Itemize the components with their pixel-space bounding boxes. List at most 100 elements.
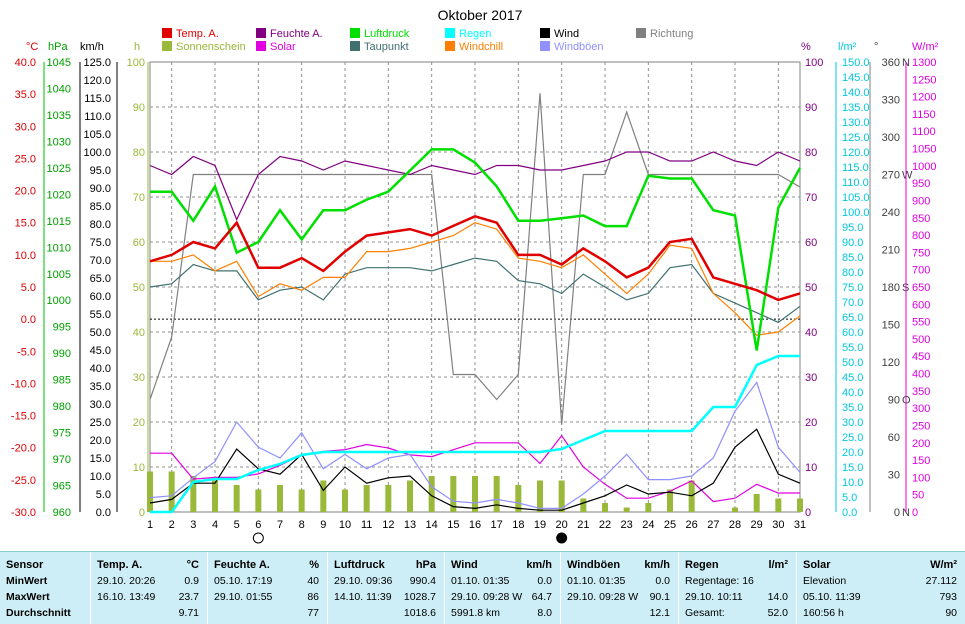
x-tick-label: 12 [382, 519, 394, 531]
legend-label: Luftdruck [364, 28, 410, 40]
deg-axis-tick-label: 300 [882, 132, 900, 144]
stats-header: Temp. A. [97, 559, 143, 571]
sunshine-bar [602, 503, 608, 512]
stats-panel: Sensor MinWert MaxWert Durchschnitt Temp. A.… [0, 551, 965, 624]
axis-unit-label: l/m² [838, 41, 857, 53]
solar-axis-tick-label: 0 [912, 507, 918, 519]
temp-axis-tick-label: 0.0 [21, 314, 36, 326]
kmh-axis-tick-label: 90.0 [90, 183, 111, 195]
deg-axis-tick-label: 210 [882, 245, 900, 257]
solar-axis-tick-label: 150 [912, 455, 930, 467]
legend-label: Richtung [650, 28, 693, 40]
sunshine-bar [753, 494, 760, 512]
kmh-axis-tick-label: 35.0 [90, 381, 111, 393]
rain-axis-tick-label: 100.0 [842, 207, 870, 219]
stats-cell-value: 90.1 [649, 591, 670, 603]
legend-label: Solar [270, 41, 296, 53]
rain-axis-tick-label: 15.0 [842, 462, 863, 474]
legend-label: Taupunkt [364, 41, 409, 53]
sunshine-bar [580, 498, 587, 512]
deg-axis-tick-label: 30 [888, 470, 900, 482]
stats-cell-value: 77 [307, 607, 319, 619]
kmh-axis-tick-label: 75.0 [90, 237, 111, 249]
x-tick-label: 27 [707, 519, 719, 531]
solar-axis-tick-label: 1100 [912, 126, 936, 138]
sunshine-bar [342, 489, 348, 512]
x-tick-label: 25 [664, 519, 676, 531]
x-tick-label: 10 [339, 519, 351, 531]
kmh-axis-tick-label: 5.0 [96, 489, 111, 501]
kmh-axis-tick-label: 65.0 [90, 273, 111, 285]
h-axis-tick-label: 10 [133, 462, 145, 474]
solar-axis-tick-label: 1150 [912, 109, 936, 121]
x-tick-label: 21 [577, 519, 589, 531]
sunshine-bar [212, 480, 218, 512]
hpa-axis-tick-label: 985 [53, 375, 71, 387]
pct-axis-tick-label: 50 [805, 282, 817, 294]
deg-axis-tick-label: 360 [882, 57, 900, 69]
rain-axis-tick-label: 40.0 [842, 387, 863, 399]
stats-cell-label: 29.10. 09:36 [334, 575, 393, 587]
solar-axis-tick-label: 700 [912, 265, 930, 277]
x-tick-label: 8 [299, 519, 305, 531]
sunshine-bar [515, 485, 522, 512]
legend-label: Wind [554, 28, 579, 40]
rain-axis-tick-label: 120.0 [842, 147, 870, 159]
temp-axis-tick-label: 35.0 [15, 89, 36, 101]
hpa-axis-tick-label: 1010 [47, 242, 71, 254]
series-line-windb-en [149, 381, 801, 509]
legend-swatch [162, 41, 172, 51]
legend-swatch [540, 41, 550, 51]
sunshine-bar [537, 480, 543, 512]
stats-header: Sensor [6, 559, 44, 571]
x-tick-label: 15 [447, 519, 459, 531]
hpa-axis-tick-label: 1015 [47, 216, 71, 228]
kmh-axis-tick-label: 95.0 [90, 165, 111, 177]
x-tick-label: 5 [234, 519, 240, 531]
chart-svg: Oktober 2017 40.035.030.025.020.015.010.… [11, 7, 939, 544]
kmh-axis-tick-label: 70.0 [90, 255, 111, 267]
sunshine-bar [450, 476, 457, 512]
pct-axis-tick-label: 70 [805, 192, 817, 204]
stats-cell-value: 0.0 [537, 575, 552, 587]
x-tick-label: 13 [404, 519, 416, 531]
x-tick-label: 4 [212, 519, 218, 531]
kmh-axis-tick-label: 15.0 [90, 453, 111, 465]
stats-cell-value: 12.1 [649, 607, 670, 619]
legend-swatch [256, 41, 266, 51]
stats-cell-label: MaxWert [6, 591, 50, 603]
hpa-axis-tick-label: 980 [53, 401, 71, 413]
kmh-axis-tick-label: 25.0 [90, 417, 111, 429]
series-line-regen [150, 354, 800, 514]
kmh-axis-tick-label: 20.0 [90, 435, 111, 447]
sunshine-bar [385, 485, 392, 512]
rain-axis-tick-label: 110.0 [842, 177, 869, 189]
h-axis-tick-label: 90 [133, 102, 145, 114]
axis-unit-label: km/h [80, 41, 104, 53]
full-moon-icon [252, 532, 264, 544]
pct-axis-tick-label: 10 [805, 462, 817, 474]
stats-cell-label: 29.10. 20:26 [97, 575, 156, 587]
sunshine-bar [147, 471, 153, 512]
deg-axis-tick-label: 270 [882, 170, 900, 182]
kmh-axis-tick-label: 50.0 [90, 327, 111, 339]
x-tick-label: 2 [169, 519, 175, 531]
sunshine-bar [667, 489, 673, 512]
kmh-axis-tick-label: 55.0 [90, 309, 111, 321]
rain-axis-tick-label: 25.0 [842, 432, 863, 444]
x-tick-label: 17 [491, 519, 503, 531]
deg-axis-tick-label: 120 [882, 357, 900, 369]
stats-unit: % [309, 559, 319, 571]
pct-axis-tick-label: 60 [805, 237, 817, 249]
stats-cell-value: 1018.6 [403, 607, 436, 619]
legend-swatch [445, 28, 455, 38]
axis-unit-label: h [134, 41, 140, 53]
solar-axis-tick-label: 1250 [912, 74, 936, 86]
sunshine-bar [472, 476, 478, 512]
x-tick-label: 14 [426, 519, 438, 531]
kmh-axis-tick-label: 120.0 [83, 75, 111, 87]
x-tick-label: 18 [512, 519, 524, 531]
hpa-axis-tick-label: 1030 [47, 136, 71, 148]
legend-label: Feuchte A. [270, 28, 323, 40]
rain-axis-tick-label: 0.0 [842, 507, 857, 519]
